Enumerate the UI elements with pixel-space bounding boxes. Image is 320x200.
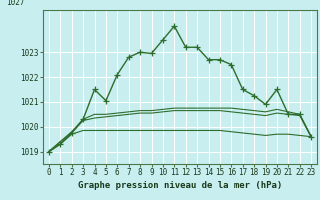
X-axis label: Graphe pression niveau de la mer (hPa): Graphe pression niveau de la mer (hPa) <box>78 181 282 190</box>
Text: 1027: 1027 <box>6 0 25 7</box>
